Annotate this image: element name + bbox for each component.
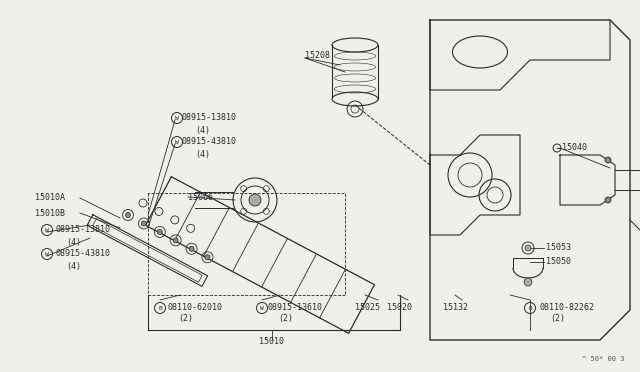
Circle shape: [157, 230, 163, 234]
Text: 15040: 15040: [562, 144, 587, 153]
Text: 15132: 15132: [442, 302, 467, 311]
Text: (2): (2): [278, 314, 293, 324]
Text: 08915-13810: 08915-13810: [55, 225, 110, 234]
Text: 15053: 15053: [546, 243, 571, 251]
Text: B: B: [528, 305, 532, 311]
Text: W: W: [45, 251, 49, 257]
Text: 15010: 15010: [259, 337, 285, 346]
Text: W: W: [260, 305, 264, 311]
Text: 15050: 15050: [546, 257, 571, 266]
Text: ^ 50* 00 3: ^ 50* 00 3: [582, 356, 625, 362]
Text: (2): (2): [550, 314, 565, 324]
Text: W: W: [45, 228, 49, 232]
Circle shape: [249, 194, 261, 206]
Circle shape: [141, 221, 147, 226]
Text: 08915-13810: 08915-13810: [182, 113, 237, 122]
Text: (4): (4): [66, 262, 81, 270]
Circle shape: [205, 255, 210, 260]
Text: (2): (2): [178, 314, 193, 324]
Text: 15208: 15208: [305, 51, 330, 61]
Text: 15010A: 15010A: [35, 193, 65, 202]
Text: 15020: 15020: [387, 302, 413, 311]
Text: 15066: 15066: [188, 192, 213, 202]
Text: B: B: [158, 305, 162, 311]
Circle shape: [189, 246, 194, 251]
Circle shape: [524, 278, 532, 286]
Text: 15010B: 15010B: [35, 208, 65, 218]
Text: W: W: [175, 140, 179, 144]
Text: W: W: [175, 115, 179, 121]
Circle shape: [605, 197, 611, 203]
Text: (4): (4): [195, 150, 210, 158]
Circle shape: [525, 245, 531, 251]
Ellipse shape: [332, 92, 378, 106]
Text: 15025: 15025: [355, 302, 381, 311]
Text: 08110-82262: 08110-82262: [540, 302, 595, 311]
Text: 08110-62010: 08110-62010: [168, 302, 223, 311]
Text: (4): (4): [195, 125, 210, 135]
Text: 08915-43810: 08915-43810: [182, 138, 237, 147]
Text: 08915-43810: 08915-43810: [55, 250, 110, 259]
Text: (4): (4): [66, 237, 81, 247]
Circle shape: [173, 238, 178, 243]
Circle shape: [125, 212, 131, 218]
Circle shape: [605, 157, 611, 163]
Text: 08915-13610: 08915-13610: [268, 302, 323, 311]
